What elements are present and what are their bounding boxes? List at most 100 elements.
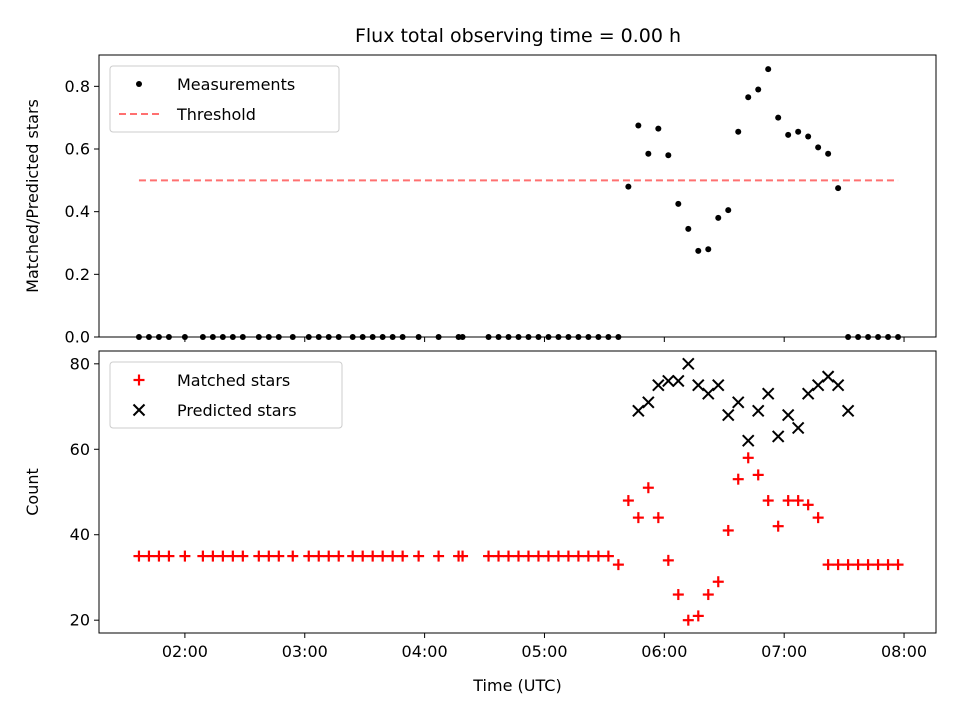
matched-star-point bbox=[532, 550, 544, 562]
measurement-point bbox=[775, 114, 782, 121]
matched-star-point bbox=[323, 550, 335, 562]
legend-box bbox=[109, 361, 343, 429]
matched-star-point bbox=[303, 550, 315, 562]
matched-star-point bbox=[153, 550, 165, 562]
matched-star-point bbox=[413, 550, 425, 562]
legend-label: Measurements bbox=[177, 75, 295, 94]
legend-label: Predicted stars bbox=[177, 401, 297, 420]
legend-box bbox=[109, 65, 340, 133]
matched-star-point bbox=[862, 559, 874, 571]
matched-star-point bbox=[512, 550, 524, 562]
predicted-star-point bbox=[831, 378, 845, 392]
predicted-star-point bbox=[821, 370, 835, 383]
matched-star-point bbox=[179, 550, 191, 562]
measurement-point bbox=[625, 183, 632, 190]
matched-star-point bbox=[622, 495, 634, 507]
matched-star-point bbox=[313, 550, 325, 562]
y-tick-label: 20 bbox=[70, 611, 90, 630]
predicted-star-point bbox=[801, 387, 815, 400]
legend-handle bbox=[133, 374, 145, 386]
matched-star-point bbox=[732, 473, 744, 485]
matched-star-point bbox=[163, 550, 175, 562]
x-tick-label: 08:00 bbox=[881, 642, 927, 661]
measurement-point bbox=[825, 150, 832, 157]
predicted-star-point bbox=[742, 434, 755, 447]
predicted-star-point bbox=[752, 404, 765, 418]
measurement-point bbox=[715, 214, 722, 221]
predicted-star-point bbox=[732, 396, 745, 409]
legend: Matched stars Predicted stars bbox=[109, 361, 343, 429]
predicted-star-point bbox=[662, 374, 675, 388]
matched-star-point bbox=[397, 550, 409, 562]
matched-star-point bbox=[333, 550, 345, 562]
measurement-point bbox=[795, 128, 802, 135]
measurement-point bbox=[665, 152, 672, 159]
series-predicted-stars bbox=[632, 357, 855, 447]
matched-star-point bbox=[133, 550, 145, 562]
predicted-star-point bbox=[642, 396, 655, 409]
y-tick-label: 0.8 bbox=[65, 77, 90, 96]
matched-star-point bbox=[772, 520, 784, 532]
matched-star-point bbox=[273, 550, 285, 562]
measurement-point bbox=[635, 122, 642, 129]
matched-star-point bbox=[642, 482, 654, 494]
matched-star-point bbox=[287, 550, 299, 562]
matched-star-point bbox=[602, 550, 614, 562]
predicted-star-point bbox=[702, 387, 715, 400]
y-tick-label: 0.4 bbox=[65, 202, 90, 221]
legend: Measurements Threshold bbox=[109, 65, 340, 133]
matched-star-point bbox=[582, 550, 594, 562]
matched-star-point bbox=[387, 550, 399, 562]
matched-star-point bbox=[752, 469, 764, 481]
measurement-point bbox=[815, 144, 822, 151]
matched-star-point bbox=[217, 550, 229, 562]
legend-handle bbox=[136, 81, 142, 87]
matched-star-point bbox=[197, 550, 209, 562]
y-tick-label: 0.6 bbox=[65, 140, 90, 159]
measurement-point bbox=[785, 131, 792, 138]
matched-star-point bbox=[722, 524, 734, 536]
y-axis-label: Count bbox=[23, 468, 42, 516]
matched-star-point bbox=[682, 614, 694, 626]
matched-star-point bbox=[892, 559, 904, 571]
matched-star-point bbox=[882, 559, 894, 571]
matched-star-point bbox=[263, 550, 275, 562]
measurement-point bbox=[725, 207, 732, 214]
matched-star-point bbox=[493, 550, 505, 562]
matched-star-point bbox=[782, 495, 794, 507]
matched-star-point bbox=[762, 495, 774, 507]
measurement-point bbox=[685, 225, 692, 232]
top-plot: 0.0 0.2 0.4 0.6 0.8 Matched/Predicted stars Me… bbox=[23, 54, 937, 347]
predicted-star-point bbox=[841, 404, 855, 418]
matched-star-point bbox=[832, 559, 844, 571]
x-tick-label: 04:00 bbox=[402, 642, 448, 661]
series-matched-stars bbox=[133, 452, 904, 626]
predicted-star-point bbox=[722, 408, 735, 422]
matched-star-point bbox=[802, 499, 814, 511]
bottom-plot: 20 40 60 80 02:00 03:00 04:00 05:00 06:00 07:00 08… bbox=[23, 350, 937, 695]
measurement-point bbox=[675, 200, 682, 207]
matched-star-point bbox=[572, 550, 584, 562]
x-tick-label: 07:00 bbox=[761, 642, 807, 661]
measurement-point bbox=[835, 185, 842, 192]
measurement-point bbox=[745, 94, 752, 101]
y-tick-label: 80 bbox=[70, 354, 90, 373]
measurement-point bbox=[805, 133, 812, 140]
matched-star-point bbox=[367, 550, 379, 562]
matched-star-point bbox=[433, 550, 445, 562]
matched-star-point bbox=[457, 550, 469, 562]
predicted-star-point bbox=[632, 404, 645, 418]
axes-frame bbox=[98, 54, 937, 338]
y-tick-label: 60 bbox=[70, 440, 90, 459]
series-measurements bbox=[135, 66, 902, 340]
predicted-star-point bbox=[672, 374, 685, 388]
measurement-point bbox=[695, 247, 702, 254]
measurement-point bbox=[755, 86, 762, 93]
matched-star-point bbox=[377, 550, 389, 562]
x-tick-label: 06:00 bbox=[641, 642, 687, 661]
y-tick-label: 0.0 bbox=[65, 328, 90, 347]
measurement-point bbox=[645, 150, 652, 157]
legend-handle bbox=[132, 403, 146, 417]
matched-star-point bbox=[357, 550, 369, 562]
